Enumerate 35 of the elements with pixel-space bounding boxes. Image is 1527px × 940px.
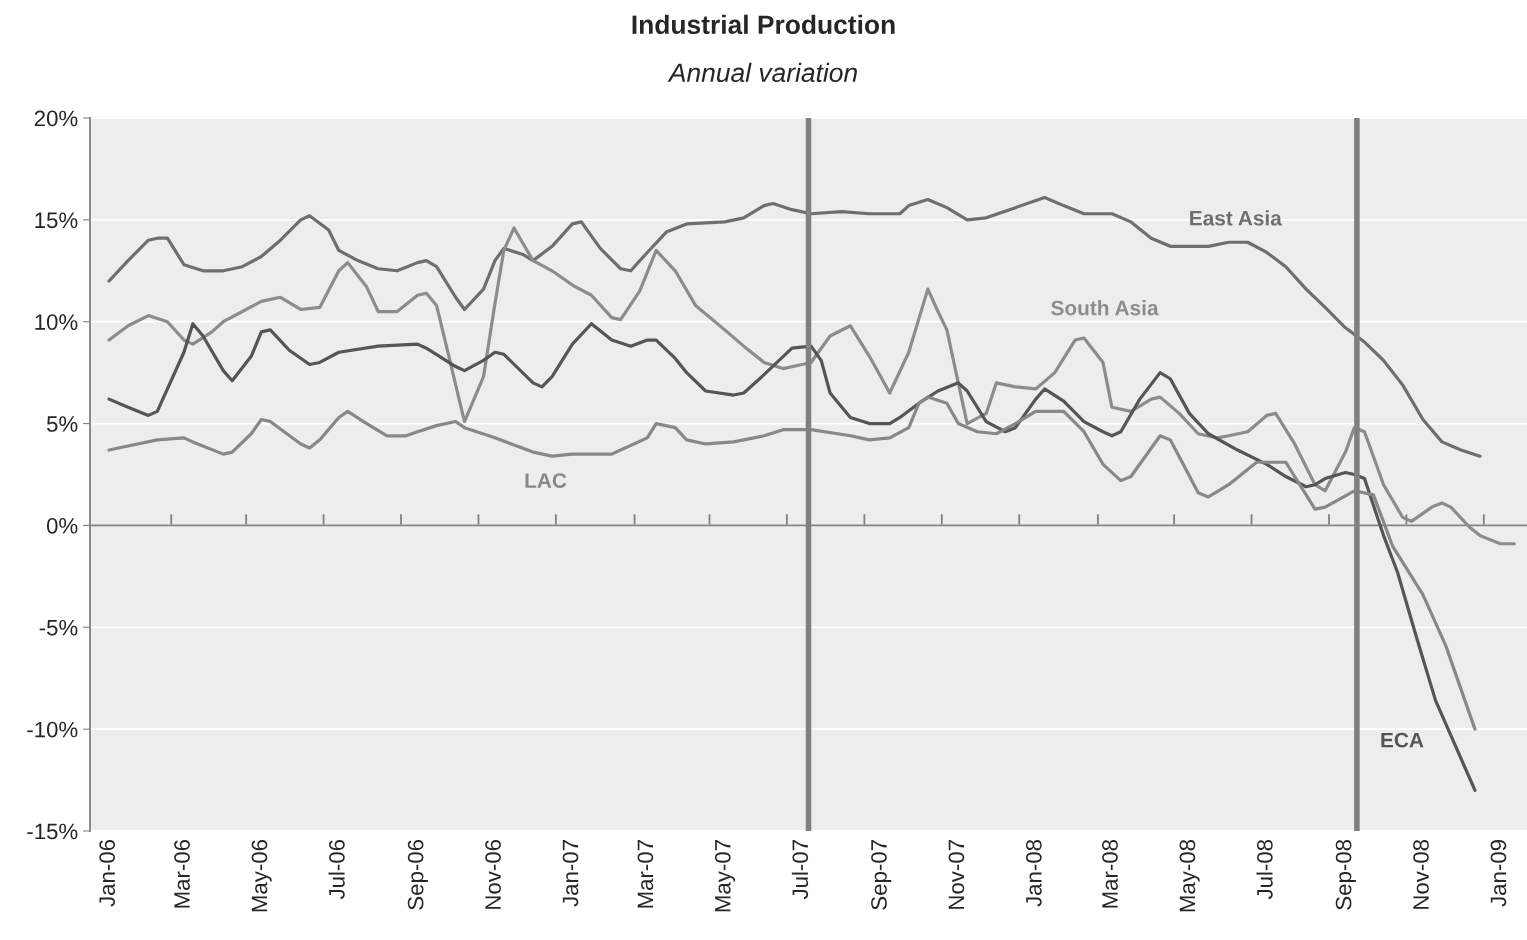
x-tick-label: May-08 — [1179, 839, 1200, 912]
x-tick-label: Nov-08 — [1413, 839, 1429, 909]
x-tick-label: Jan-07 — [562, 840, 579, 907]
line-series — [107, 195, 1482, 458]
series-label: LAC — [525, 473, 567, 488]
x-tick-label: Jan-08 — [1025, 839, 1042, 907]
x-tick-label: May-07 — [714, 840, 736, 912]
line-series — [107, 322, 1477, 792]
y-tick-label: 15% — [35, 212, 78, 229]
x-tick-label: Nov-07 — [948, 840, 965, 909]
x-tick-label: Jan-06 — [99, 839, 116, 907]
y-tick-label: -15% — [27, 823, 78, 840]
series-label: East Asia — [1190, 210, 1282, 226]
y-tick-label: 20% — [34, 110, 78, 127]
x-tick-label: Sep-07 — [871, 840, 892, 910]
x-tick-label: Nov-06 — [485, 839, 501, 909]
y-tick-label: 5% — [46, 416, 78, 432]
x-tick-label: Jul-07 — [791, 840, 809, 900]
series-label: South Asia — [1051, 300, 1159, 316]
y-tick-label: 0% — [46, 517, 78, 534]
x-tick-label: Jul-06 — [328, 839, 345, 900]
y-tick-label: 10% — [35, 314, 78, 330]
x-tick-label: Sep-06 — [407, 839, 428, 910]
series-label: ECA — [1381, 732, 1424, 748]
x-tick-label: Jul-08 — [1256, 839, 1273, 900]
x-tick-label: Jan-09 — [1490, 840, 1507, 907]
y-tick-label: -10% — [27, 721, 78, 738]
x-tick-label: Sep-08 — [1335, 839, 1356, 910]
x-tick-label: May-06 — [251, 839, 272, 912]
x-tick-label: Mar-06 — [174, 839, 190, 908]
chart-subtitle: Annual variation — [667, 62, 857, 83]
x-tick-label: Mar-08 — [1102, 839, 1118, 908]
x-tick-label: Mar-07 — [637, 840, 654, 908]
y-tick-label: -5% — [39, 619, 78, 636]
chart-title: Industrial Production — [632, 14, 895, 35]
